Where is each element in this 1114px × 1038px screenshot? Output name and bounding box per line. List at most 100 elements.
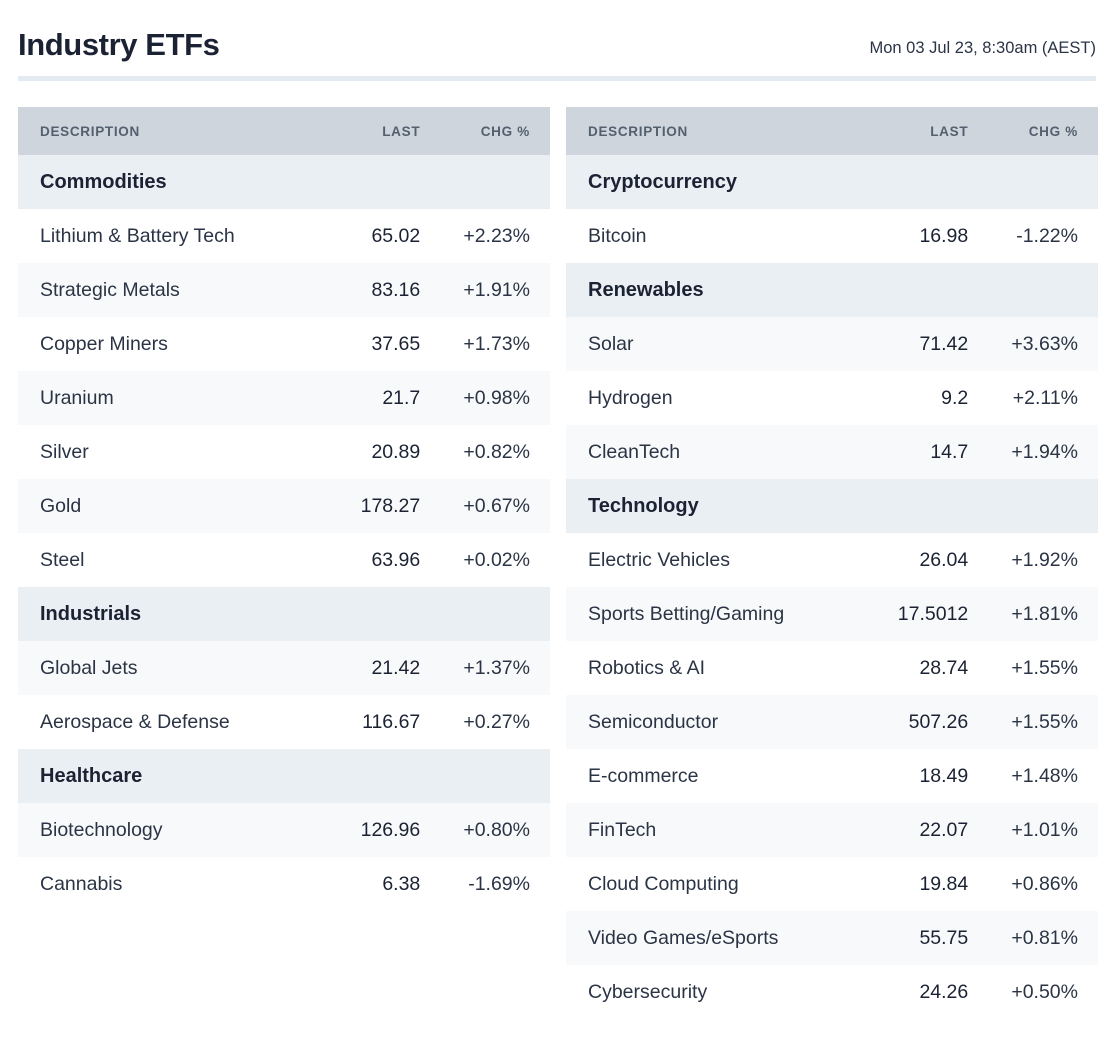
cell-last: 18.49	[863, 749, 987, 803]
cell-change-percent: +0.82%	[438, 425, 550, 479]
table-row[interactable]: Bitcoin 16.98 -1.22%	[566, 209, 1098, 263]
cell-change-percent: -1.22%	[986, 209, 1098, 263]
cell-description: Electric Vehicles	[566, 533, 864, 587]
cell-change-percent: +1.55%	[986, 641, 1098, 695]
cell-last: 17.5012	[863, 587, 987, 641]
table-row[interactable]: Cloud Computing 19.84 +0.86%	[566, 857, 1098, 911]
column-header-description[interactable]: DESCRIPTION	[566, 107, 864, 155]
table-row[interactable]: Solar 71.42 +3.63%	[566, 317, 1098, 371]
cell-description: Video Games/eSports	[566, 911, 864, 965]
cell-last: 24.26	[863, 965, 987, 1019]
cell-last: 20.89	[315, 425, 439, 479]
table-row[interactable]: Gold 178.27 +0.67%	[18, 479, 550, 533]
timestamp: Mon 03 Jul 23, 8:30am (AEST)	[869, 39, 1096, 57]
cell-last: 71.42	[863, 317, 987, 371]
cell-last: 26.04	[863, 533, 987, 587]
cell-last: 63.96	[315, 533, 439, 587]
table-row[interactable]: Copper Miners 37.65 +1.73%	[18, 317, 550, 371]
cell-last: 83.16	[315, 263, 439, 317]
cell-change-percent: +1.94%	[986, 425, 1098, 479]
group-header-label: Commodities	[18, 155, 550, 209]
group-header-row: Commodities	[18, 155, 550, 209]
cell-description: Copper Miners	[18, 317, 316, 371]
column-header-last[interactable]: LAST	[863, 107, 987, 155]
table-row[interactable]: Semiconductor 507.26 +1.55%	[566, 695, 1098, 749]
cell-description: Steel	[18, 533, 316, 587]
cell-change-percent: +0.86%	[986, 857, 1098, 911]
table-row[interactable]: Robotics & AI 28.74 +1.55%	[566, 641, 1098, 695]
cell-change-percent: +1.48%	[986, 749, 1098, 803]
cell-description: Silver	[18, 425, 316, 479]
cell-description: Cloud Computing	[566, 857, 864, 911]
group-header-row: Cryptocurrency	[566, 155, 1098, 209]
cell-description: Aerospace & Defense	[18, 695, 316, 749]
cell-description: Strategic Metals	[18, 263, 316, 317]
cell-description: Hydrogen	[566, 371, 864, 425]
table-header-row: DESCRIPTION LAST CHG %	[18, 107, 550, 155]
column-header-change[interactable]: CHG %	[438, 107, 550, 155]
tables-container: DESCRIPTION LAST CHG % Commodities Lithium &…	[0, 81, 1114, 1019]
table-row[interactable]: CleanTech 14.7 +1.94%	[566, 425, 1098, 479]
group-header-label: Industrials	[18, 587, 550, 641]
table-row[interactable]: Silver 20.89 +0.82%	[18, 425, 550, 479]
cell-change-percent: +2.23%	[438, 209, 550, 263]
cell-last: 16.98	[863, 209, 987, 263]
table-header-row: DESCRIPTION LAST CHG %	[566, 107, 1098, 155]
table-row[interactable]: Cybersecurity 24.26 +0.50%	[566, 965, 1098, 1019]
group-header-row: Renewables	[566, 263, 1098, 317]
cell-change-percent: +3.63%	[986, 317, 1098, 371]
table-row[interactable]: Global Jets 21.42 +1.37%	[18, 641, 550, 695]
column-header-change[interactable]: CHG %	[986, 107, 1098, 155]
cell-change-percent: +1.73%	[438, 317, 550, 371]
cell-description: E-commerce	[566, 749, 864, 803]
group-header-label: Healthcare	[18, 749, 550, 803]
etf-table: DESCRIPTION LAST CHG % Commodities Lithium &…	[18, 107, 550, 911]
page-header: Industry ETFs Mon 03 Jul 23, 8:30am (AES…	[0, 0, 1114, 62]
cell-description: Cannabis	[18, 857, 316, 911]
cell-change-percent: +0.67%	[438, 479, 550, 533]
cell-description: Bitcoin	[566, 209, 864, 263]
table-row[interactable]: Video Games/eSports 55.75 +0.81%	[566, 911, 1098, 965]
cell-change-percent: -1.69%	[438, 857, 550, 911]
cell-description: FinTech	[566, 803, 864, 857]
header-divider	[18, 76, 1096, 81]
cell-description: Lithium & Battery Tech	[18, 209, 316, 263]
cell-description: Cybersecurity	[566, 965, 864, 1019]
table-row[interactable]: Sports Betting/Gaming 17.5012 +1.81%	[566, 587, 1098, 641]
cell-description: Global Jets	[18, 641, 316, 695]
group-header-label: Cryptocurrency	[566, 155, 1098, 209]
cell-last: 507.26	[863, 695, 987, 749]
group-header-row: Industrials	[18, 587, 550, 641]
cell-last: 65.02	[315, 209, 439, 263]
cell-description: Biotechnology	[18, 803, 316, 857]
table-row[interactable]: Strategic Metals 83.16 +1.91%	[18, 263, 550, 317]
table-row[interactable]: Uranium 21.7 +0.98%	[18, 371, 550, 425]
group-header-row: Technology	[566, 479, 1098, 533]
cell-change-percent: +1.91%	[438, 263, 550, 317]
group-header-row: Healthcare	[18, 749, 550, 803]
cell-description: CleanTech	[566, 425, 864, 479]
cell-description: Gold	[18, 479, 316, 533]
table-row[interactable]: Lithium & Battery Tech 65.02 +2.23%	[18, 209, 550, 263]
cell-description: Uranium	[18, 371, 316, 425]
cell-change-percent: +1.92%	[986, 533, 1098, 587]
cell-description: Solar	[566, 317, 864, 371]
column-header-description[interactable]: DESCRIPTION	[18, 107, 316, 155]
cell-change-percent: +1.81%	[986, 587, 1098, 641]
table-row[interactable]: FinTech 22.07 +1.01%	[566, 803, 1098, 857]
table-row[interactable]: Cannabis 6.38 -1.69%	[18, 857, 550, 911]
page-title: Industry ETFs	[18, 26, 220, 62]
table-row[interactable]: E-commerce 18.49 +1.48%	[566, 749, 1098, 803]
cell-last: 178.27	[315, 479, 439, 533]
column-header-last[interactable]: LAST	[315, 107, 439, 155]
cell-change-percent: +1.37%	[438, 641, 550, 695]
table-row[interactable]: Steel 63.96 +0.02%	[18, 533, 550, 587]
cell-last: 37.65	[315, 317, 439, 371]
table-row[interactable]: Hydrogen 9.2 +2.11%	[566, 371, 1098, 425]
table-row[interactable]: Electric Vehicles 26.04 +1.92%	[566, 533, 1098, 587]
cell-change-percent: +2.11%	[986, 371, 1098, 425]
table-row[interactable]: Biotechnology 126.96 +0.80%	[18, 803, 550, 857]
table-row[interactable]: Aerospace & Defense 116.67 +0.27%	[18, 695, 550, 749]
cell-description: Semiconductor	[566, 695, 864, 749]
